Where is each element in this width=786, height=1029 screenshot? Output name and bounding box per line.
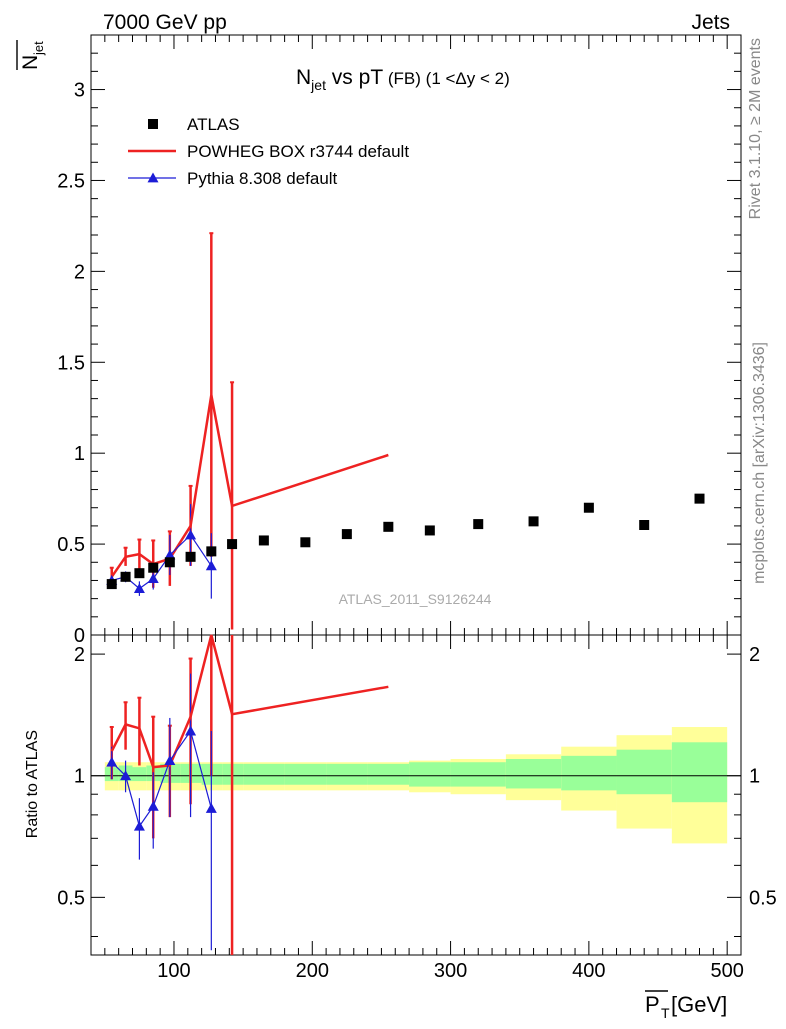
legend-pythia-label: Pythia 8.308 default bbox=[187, 169, 338, 188]
atlas-data-point bbox=[164, 557, 175, 568]
y-tick-label: 0 bbox=[74, 625, 85, 647]
ratio-band-stat bbox=[132, 767, 147, 782]
pythia-ratio-marker bbox=[185, 725, 197, 736]
y-axis-label-n: N bbox=[19, 55, 42, 70]
powheg-ratio-line bbox=[110, 634, 389, 769]
pythia-marker bbox=[205, 560, 217, 571]
atlas-data-point bbox=[639, 520, 650, 530]
x-tick-label: 300 bbox=[434, 960, 467, 982]
pythia-marker bbox=[147, 573, 159, 584]
pythia-marker bbox=[133, 583, 145, 594]
y-tick-label: 2.5 bbox=[57, 170, 85, 192]
mcplots-label: mcplots.cern.ch [arXiv:1306.3436] bbox=[751, 342, 768, 584]
x-tick-label: 100 bbox=[157, 960, 190, 982]
ratio-band-stat bbox=[505, 759, 562, 789]
ratio-panel-frame bbox=[90, 634, 742, 956]
ratio-y-tick-label-left: 1 bbox=[74, 766, 85, 788]
atlas-data-point bbox=[528, 516, 539, 527]
ratio-y-tick-label-right: 1 bbox=[749, 766, 760, 788]
x-tick-label: 500 bbox=[710, 960, 743, 982]
atlas-data-point bbox=[694, 493, 705, 504]
x-axis-label-unit: [GeV] bbox=[671, 992, 727, 1017]
y-tick-label: 2 bbox=[74, 261, 85, 283]
x-tick-label: 200 bbox=[296, 960, 329, 982]
atlas-data-point bbox=[424, 525, 435, 536]
pythia-ratio-marker bbox=[120, 770, 132, 781]
y-axis-label: N jet bbox=[16, 40, 46, 70]
header-energy-label: 7000 GeV pp bbox=[103, 11, 227, 34]
title-n: N bbox=[296, 66, 311, 89]
x-tick-label: 400 bbox=[572, 960, 605, 982]
ratio-axis-label: Ratio to ATLAS bbox=[24, 730, 41, 838]
title-rest: vs pT bbox=[326, 66, 383, 89]
y-tick-label: 3 bbox=[74, 80, 85, 102]
atlas-data-point bbox=[473, 519, 484, 530]
rivet-version-label: Rivet 3.1.10, ≥ 2M events bbox=[747, 38, 764, 219]
legend-pythia-marker bbox=[147, 172, 159, 183]
atlas-data-point bbox=[383, 521, 394, 532]
atlas-data-point bbox=[583, 502, 594, 513]
header-jets-label: Jets bbox=[691, 11, 730, 34]
ratio-uncertainty-bands bbox=[91, 727, 741, 844]
ratio-band-stat bbox=[671, 742, 728, 803]
title-condition: (1 <Δy < 2) bbox=[421, 69, 510, 88]
atlas-data-point bbox=[258, 535, 269, 546]
ratio-y-tick-label-left: 0.5 bbox=[57, 887, 85, 909]
ratio-band-stat bbox=[616, 749, 672, 795]
atlas-data-point bbox=[300, 537, 311, 548]
ratio-band-stat bbox=[284, 763, 327, 785]
ratio-band-stat bbox=[561, 755, 617, 791]
ratio-band-stat bbox=[243, 763, 285, 785]
ratio-band-stat bbox=[367, 763, 410, 785]
atlas-data-point bbox=[206, 546, 217, 557]
axes-group: 100 200 300 400 500 0 0.5 1 1.5 2 2.5 3 0.5 0.5 1 1 2 2 bbox=[57, 34, 777, 982]
y-tick-label: 1.5 bbox=[57, 352, 85, 374]
ratio-band-stat bbox=[326, 763, 368, 785]
title-sub: jet bbox=[310, 77, 326, 93]
title-fb: (FB) bbox=[383, 69, 421, 88]
atlas-data-point bbox=[148, 562, 159, 573]
atlas-data-point bbox=[341, 529, 352, 540]
atlas-data-point bbox=[120, 571, 131, 582]
y-tick-label: 0.5 bbox=[57, 534, 85, 556]
pythia-ratio-marker bbox=[205, 802, 217, 813]
pythia-ratio-marker bbox=[164, 755, 176, 766]
pythia-marker bbox=[185, 529, 197, 540]
legend-atlas-marker bbox=[148, 119, 158, 129]
plot-title: Njet vs pT (FB) (1 <Δy < 2) bbox=[296, 66, 510, 93]
atlas-data-point bbox=[134, 568, 145, 579]
atlas-data-point bbox=[185, 551, 196, 562]
ratio-band-stat bbox=[409, 762, 451, 787]
ratio-y-tick-label-right: 2 bbox=[749, 644, 760, 666]
legend-atlas-label: ATLAS bbox=[187, 115, 240, 134]
x-axis-label-p: P bbox=[645, 992, 660, 1017]
x-axis-label: P T [GeV] bbox=[645, 990, 727, 1021]
pythia-marker bbox=[164, 549, 176, 560]
atlas-data-point bbox=[227, 539, 238, 550]
legend-powheg-label: POWHEG BOX r3744 default bbox=[187, 142, 409, 161]
series-group bbox=[106, 232, 705, 955]
pythia-ratio-marker bbox=[133, 820, 145, 831]
pythia-ratio-marker bbox=[147, 800, 159, 811]
ratio-y-tick-label-left: 2 bbox=[74, 644, 85, 666]
y-axis-label-sub: jet bbox=[31, 41, 46, 56]
atlas-data-point bbox=[106, 579, 117, 590]
y-tick-label: 1 bbox=[74, 443, 85, 465]
ratio-band-stat bbox=[450, 762, 506, 787]
analysis-watermark: ATLAS_2011_S9126244 bbox=[339, 591, 492, 607]
legend: ATLAS POWHEG BOX r3744 default Pythia 8.30… bbox=[128, 115, 409, 188]
pythia-ratio-marker bbox=[106, 756, 118, 767]
ratio-y-tick-label-right: 0.5 bbox=[749, 887, 777, 909]
x-axis-label-sub: T bbox=[661, 1005, 670, 1021]
